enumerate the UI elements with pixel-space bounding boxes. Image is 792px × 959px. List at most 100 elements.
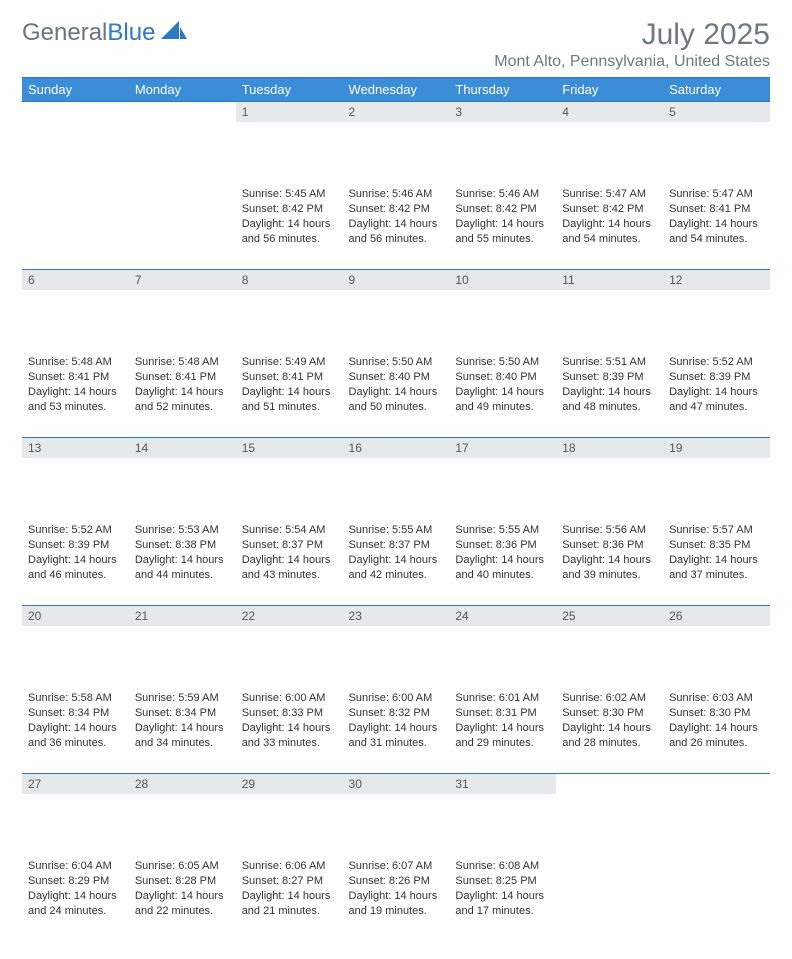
day-details: Sunrise: 5:45 AMSunset: 8:42 PMDaylight:… — [236, 185, 343, 252]
sunset-line: Sunset: 8:39 PM — [669, 370, 764, 385]
sunrise-line: Sunrise: 6:06 AM — [242, 859, 337, 874]
sunset-line: Sunset: 8:28 PM — [135, 874, 230, 889]
day-details: Sunrise: 5:50 AMSunset: 8:40 PMDaylight:… — [449, 353, 556, 420]
title-block: July 2025 Mont Alto, Pennsylvania, Unite… — [494, 18, 770, 71]
sunrise-line: Sunrise: 5:48 AM — [135, 355, 230, 370]
week-content-row: Sunrise: 5:45 AM Sunset: 8:42 PM Daylight:… — [22, 185, 770, 269]
day-details: Sunrise: 5:48 AMSunset: 8:41 PMDaylight:… — [22, 353, 129, 420]
day-details: Sunrise: 5:55 AMSunset: 8:36 PMDaylight:… — [449, 521, 556, 588]
day-number: 15 — [236, 437, 343, 458]
daylight-line: Daylight: 14 hours and 29 minutes. — [455, 721, 550, 751]
logo-sail-icon — [161, 18, 187, 47]
weekday-header: Monday — [129, 78, 236, 101]
sunset-line: Sunset: 8:35 PM — [669, 538, 764, 553]
day-details: Sunrise: 6:00 AMSunset: 8:32 PMDaylight:… — [343, 689, 450, 756]
empty-day — [663, 773, 770, 791]
sunset-line: Sunset: 8:27 PM — [242, 874, 337, 889]
month-title: July 2025 — [494, 18, 770, 51]
empty-day — [556, 773, 663, 791]
day-number: 10 — [449, 269, 556, 290]
daylight-line: Daylight: 14 hours and 39 minutes. — [562, 553, 657, 583]
sunset-line: Sunset: 8:36 PM — [562, 538, 657, 553]
daylight-line: Daylight: 14 hours and 56 minutes. — [349, 217, 444, 247]
sunset-line: Sunset: 8:40 PM — [349, 370, 444, 385]
sunset-line: Sunset: 8:30 PM — [669, 706, 764, 721]
day-number: 24 — [449, 605, 556, 626]
daylight-line: Daylight: 14 hours and 22 minutes. — [135, 889, 230, 919]
sunrise-line: Sunrise: 5:50 AM — [349, 355, 444, 370]
day-cell: Sunrise: 6:04 AMSunset: 8:29 PMDaylight:… — [22, 857, 129, 941]
logo-text-part1: General — [22, 19, 107, 47]
day-number: 6 — [22, 269, 129, 290]
daylight-line: Daylight: 14 hours and 46 minutes. — [28, 553, 123, 583]
sunset-line: Sunset: 8:26 PM — [349, 874, 444, 889]
day-details: Sunrise: 5:59 AMSunset: 8:34 PMDaylight:… — [129, 689, 236, 756]
daylight-line: Daylight: 14 hours and 19 minutes. — [349, 889, 444, 919]
week-number-row: 13141516171819 — [22, 437, 770, 521]
day-number: 20 — [22, 605, 129, 626]
sunrise-line: Sunrise: 5:48 AM — [28, 355, 123, 370]
day-details: Sunrise: 5:51 AMSunset: 8:39 PMDaylight:… — [556, 353, 663, 420]
day-cell: Sunrise: 6:01 AMSunset: 8:31 PMDaylight:… — [449, 689, 556, 773]
daylight-line: Daylight: 14 hours and 56 minutes. — [242, 217, 337, 247]
day-cell: Sunrise: 5:46 AMSunset: 8:42 PMDaylight:… — [343, 185, 450, 269]
daylight-line: Daylight: 14 hours and 49 minutes. — [455, 385, 550, 415]
sunset-line: Sunset: 8:33 PM — [242, 706, 337, 721]
day-number: 31 — [449, 773, 556, 794]
sunrise-line: Sunrise: 6:02 AM — [562, 691, 657, 706]
daylight-line: Daylight: 14 hours and 36 minutes. — [28, 721, 123, 751]
day-number: 2 — [343, 101, 450, 122]
sunset-line: Sunset: 8:42 PM — [455, 202, 550, 217]
day-details: Sunrise: 5:55 AMSunset: 8:37 PMDaylight:… — [343, 521, 450, 588]
day-number: 30 — [343, 773, 450, 794]
sunrise-line: Sunrise: 6:04 AM — [28, 859, 123, 874]
sunset-line: Sunset: 8:29 PM — [28, 874, 123, 889]
empty-day — [22, 101, 129, 119]
sunset-line: Sunset: 8:34 PM — [28, 706, 123, 721]
daylight-line: Daylight: 14 hours and 21 minutes. — [242, 889, 337, 919]
day-details: Sunrise: 5:56 AMSunset: 8:36 PMDaylight:… — [556, 521, 663, 588]
day-cell — [663, 857, 770, 941]
day-number: 23 — [343, 605, 450, 626]
day-cell: Sunrise: 5:53 AMSunset: 8:38 PMDaylight:… — [129, 521, 236, 605]
day-cell: Sunrise: 5:54 AMSunset: 8:37 PMDaylight:… — [236, 521, 343, 605]
day-details: Sunrise: 6:07 AMSunset: 8:26 PMDaylight:… — [343, 857, 450, 924]
day-number: 27 — [22, 773, 129, 794]
day-cell — [129, 185, 236, 269]
week-content-row: Sunrise: 6:04 AMSunset: 8:29 PM Daylight:… — [22, 857, 770, 941]
day-cell: Sunrise: 5:57 AMSunset: 8:35 PMDaylight:… — [663, 521, 770, 605]
sunrise-line: Sunrise: 5:47 AM — [669, 187, 764, 202]
sunrise-line: Sunrise: 5:46 AM — [455, 187, 550, 202]
weekday-header: Wednesday — [343, 78, 450, 101]
daylight-line: Daylight: 14 hours and 28 minutes. — [562, 721, 657, 751]
day-details: Sunrise: 5:57 AMSunset: 8:35 PMDaylight:… — [663, 521, 770, 588]
sunrise-line: Sunrise: 5:50 AM — [455, 355, 550, 370]
day-number: 5 — [663, 101, 770, 122]
day-number: 7 — [129, 269, 236, 290]
day-number: 19 — [663, 437, 770, 458]
day-details: Sunrise: 5:47 AMSunset: 8:41 PMDaylight:… — [663, 185, 770, 252]
sunset-line: Sunset: 8:31 PM — [455, 706, 550, 721]
daylight-line: Daylight: 14 hours and 50 minutes. — [349, 385, 444, 415]
day-details: Sunrise: 6:05 AMSunset: 8:28 PMDaylight:… — [129, 857, 236, 924]
daylight-line: Daylight: 14 hours and 31 minutes. — [349, 721, 444, 751]
day-cell: Sunrise: 5:50 AMSunset: 8:40 PMDaylight:… — [343, 353, 450, 437]
day-cell: Sunrise: 6:06 AMSunset: 8:27 PMDaylight:… — [236, 857, 343, 941]
daylight-line: Daylight: 14 hours and 52 minutes. — [135, 385, 230, 415]
sunrise-line: Sunrise: 5:57 AM — [669, 523, 764, 538]
sunrise-line: Sunrise: 5:45 AM — [242, 187, 337, 202]
day-number: 4 — [556, 101, 663, 122]
day-number: 28 — [129, 773, 236, 794]
day-number: 8 — [236, 269, 343, 290]
weekday-header: Thursday — [449, 78, 556, 101]
sunset-line: Sunset: 8:41 PM — [135, 370, 230, 385]
sunrise-line: Sunrise: 6:00 AM — [242, 691, 337, 706]
daylight-line: Daylight: 14 hours and 48 minutes. — [562, 385, 657, 415]
calendar-table: SundayMondayTuesdayWednesdayThursdayFrid… — [22, 78, 770, 941]
sunrise-line: Sunrise: 5:58 AM — [28, 691, 123, 706]
sunset-line: Sunset: 8:40 PM — [455, 370, 550, 385]
sunrise-line: Sunrise: 5:46 AM — [349, 187, 444, 202]
day-details: Sunrise: 5:49 AMSunset: 8:41 PMDaylight:… — [236, 353, 343, 420]
sunrise-line: Sunrise: 6:00 AM — [349, 691, 444, 706]
sunset-line: Sunset: 8:37 PM — [349, 538, 444, 553]
